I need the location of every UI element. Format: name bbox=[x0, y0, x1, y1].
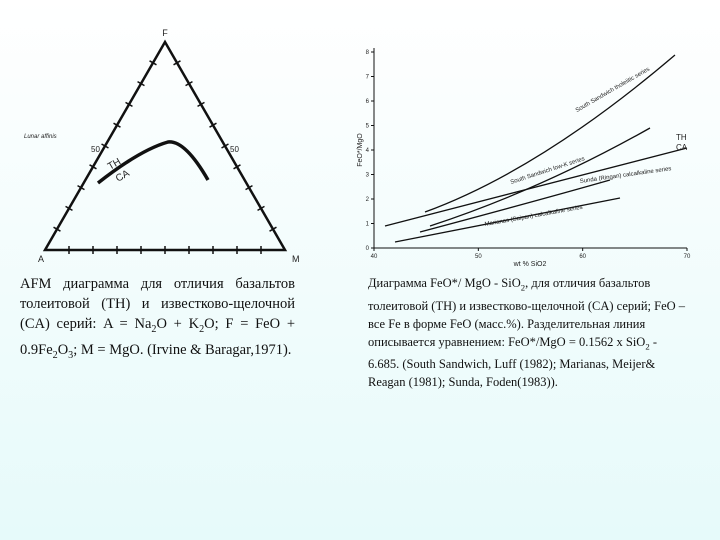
figures: F A M 50 50 TH CA Lunar affinis South Sa… bbox=[24, 28, 691, 268]
fe-mg-chart: South Sandwich tholeiitic series South S… bbox=[357, 48, 691, 268]
y-tick-label: 7 bbox=[366, 75, 370, 81]
apex-label: F bbox=[162, 28, 168, 38]
side-tick bbox=[125, 101, 133, 108]
curve-label: South Sandwich low-K series bbox=[510, 156, 586, 186]
side-tick bbox=[185, 80, 193, 87]
x-tick-label: 70 bbox=[684, 254, 691, 260]
y-tick-label: 5 bbox=[366, 124, 370, 130]
caption-text: , для отличия базальтов толеитовой (TH) … bbox=[368, 276, 686, 349]
side-tick bbox=[257, 205, 265, 212]
side-tick bbox=[53, 226, 61, 232]
apex-label: M bbox=[292, 254, 300, 264]
line-label: CA bbox=[676, 143, 688, 152]
side-tick bbox=[89, 164, 97, 170]
caption-text: O + K bbox=[156, 316, 200, 332]
curve bbox=[419, 179, 611, 233]
side-tick bbox=[113, 122, 121, 128]
subscript: 2 bbox=[151, 323, 157, 335]
caption-text: O bbox=[57, 341, 69, 358]
side-tick bbox=[101, 143, 109, 149]
side-tick bbox=[137, 80, 145, 87]
side-tick bbox=[197, 101, 205, 108]
side-tick bbox=[173, 60, 181, 66]
caption-text: O; F = FeO + 0.9Fe bbox=[20, 316, 296, 358]
subscript: 2 bbox=[520, 282, 526, 293]
note: Lunar affinis bbox=[24, 134, 57, 140]
y-tick-label: 8 bbox=[366, 50, 370, 56]
side-tick bbox=[77, 184, 85, 191]
caption-text: ; M = MgO. (Irvine & Baragar,1971). bbox=[73, 341, 292, 358]
right-caption: Диаграмма FeO*/ MgO - SiO2, для отличия … bbox=[368, 274, 690, 391]
x-tick-label: 50 bbox=[475, 254, 482, 260]
side-tick bbox=[221, 143, 229, 149]
curve bbox=[424, 54, 676, 213]
x-tick-label: 60 bbox=[579, 254, 586, 260]
afm-diagram bbox=[42, 39, 288, 252]
apex-label: A bbox=[38, 254, 44, 264]
side-tick bbox=[149, 60, 157, 66]
curve-label: South Sandwich tholeiitic series bbox=[575, 67, 651, 114]
y-axis-label: FeO*/MgO bbox=[357, 133, 364, 167]
subscript: 3 bbox=[68, 349, 74, 361]
curve-label: TH bbox=[106, 156, 123, 172]
y-tick-label: 2 bbox=[366, 197, 370, 203]
curve bbox=[394, 197, 621, 243]
side-tick bbox=[245, 184, 253, 191]
left-caption: AFM диаграмма для отличия базальтов толе… bbox=[20, 274, 295, 366]
divider-line bbox=[384, 147, 688, 227]
side-label: 50 bbox=[91, 145, 100, 154]
y-tick-label: 1 bbox=[366, 222, 370, 228]
caption-text: AFM диаграмма для отличия базальтов толе… bbox=[20, 276, 295, 332]
line-label: TH bbox=[676, 133, 687, 142]
caption-text: Диаграмма FeO*/ MgO - SiO bbox=[368, 276, 521, 290]
subscript: 2 bbox=[52, 349, 58, 361]
subscript: 2 bbox=[199, 323, 205, 335]
y-tick-label: 0 bbox=[366, 246, 370, 252]
y-tick-label: 6 bbox=[366, 99, 370, 105]
curve-label: Sunda (Ringan) calcalkaline series bbox=[579, 166, 671, 185]
subscript: 2 bbox=[645, 341, 650, 351]
triangle bbox=[42, 39, 288, 252]
side-tick bbox=[233, 164, 241, 170]
caption-text: - 6.685. (South Sandwich, Luff (1982); M… bbox=[368, 334, 658, 390]
curve bbox=[429, 127, 651, 227]
th-ca-boundary bbox=[96, 140, 210, 185]
y-tick-label: 4 bbox=[366, 148, 370, 154]
x-tick-label: 40 bbox=[371, 254, 378, 260]
side-tick bbox=[269, 226, 277, 232]
side-tick bbox=[65, 205, 73, 212]
y-tick-label: 3 bbox=[366, 173, 370, 179]
side-label: 50 bbox=[230, 145, 239, 154]
curve-label: Marianas (Saipan) calcalkaline series bbox=[484, 205, 583, 228]
side-tick bbox=[209, 122, 217, 128]
x-axis-label: wt % SiO2 bbox=[513, 261, 547, 268]
